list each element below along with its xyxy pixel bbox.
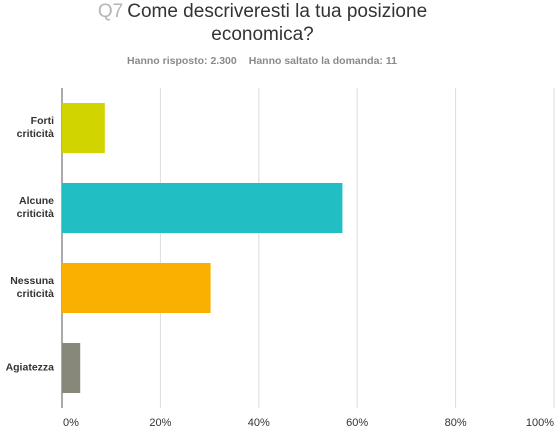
x-tick-label: 80%: [445, 417, 467, 429]
x-tick-label: 0%: [63, 417, 79, 429]
category-label: Forti criticità: [16, 115, 54, 140]
bar: [62, 103, 105, 153]
category-label: Agiatezza: [5, 361, 54, 374]
bar: [62, 263, 211, 313]
x-tick-label: 40%: [248, 417, 270, 429]
question-number: Q7: [97, 1, 124, 22]
category-label: Nessuna criticità: [10, 275, 54, 300]
bar: [62, 183, 343, 233]
x-tick-label: 20%: [149, 417, 171, 429]
x-tick-label: 100%: [526, 417, 554, 429]
subtitle: Hanno risposto: 2.300 Hanno saltato la do…: [62, 55, 462, 67]
x-tick-label: 60%: [346, 417, 368, 429]
bar: [62, 343, 81, 393]
answered: Hanno risposto: 2.300: [127, 55, 237, 67]
category-label: Alcune criticità: [16, 195, 54, 220]
chart-title: Come descriveresti la tua posizione econ…: [127, 1, 428, 45]
title-block: Q7 Come descriveresti la tua posizione ec…: [70, 0, 455, 46]
skipped: Hanno saltato la domanda: 11: [248, 55, 397, 67]
